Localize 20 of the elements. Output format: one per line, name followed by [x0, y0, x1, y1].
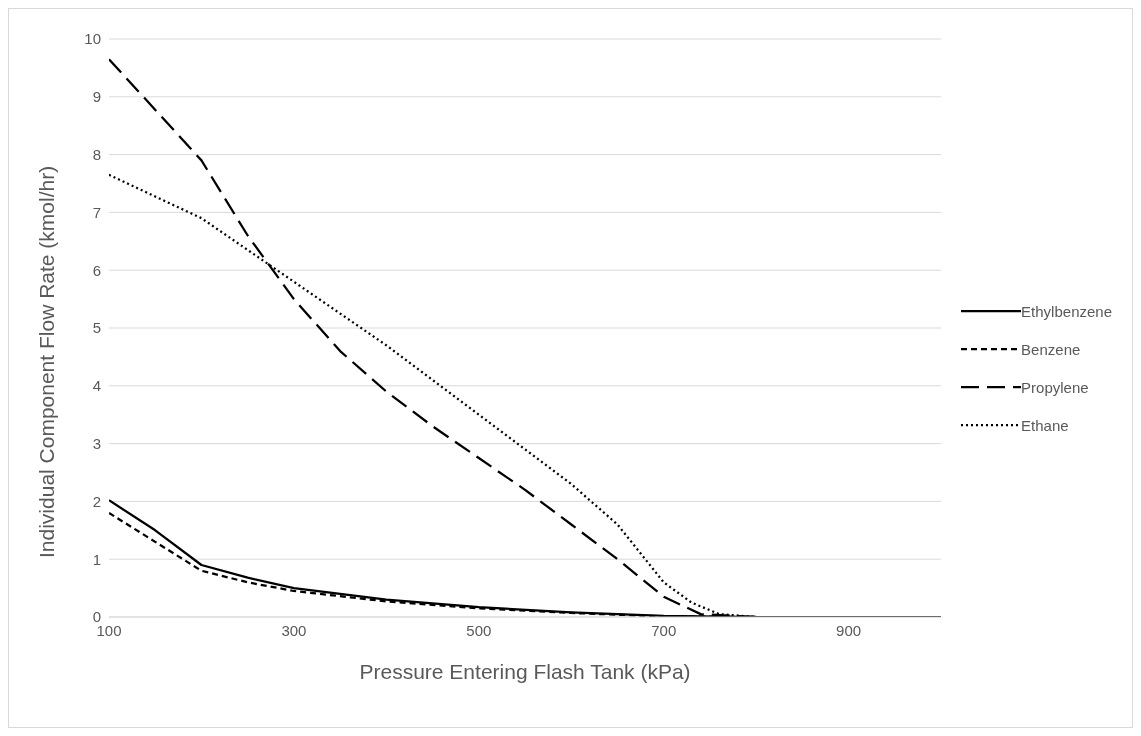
legend-label: Ethylbenzene [1021, 302, 1112, 320]
y-tick-label: 1 [92, 550, 101, 568]
y-tick-label: 5 [92, 319, 101, 337]
legend-label: Ethane [1021, 416, 1069, 434]
x-tick-label: 300 [281, 621, 307, 639]
y-tick-label: 8 [92, 145, 101, 163]
x-tick-label: 500 [466, 621, 492, 639]
y-tick-label: 2 [92, 492, 101, 510]
x-tick-label: 700 [651, 621, 677, 639]
y-tick-label: 3 [92, 434, 101, 452]
legend-label: Propylene [1021, 378, 1089, 396]
y-tick-label: 9 [92, 88, 101, 106]
y-axis-title: Individual Component Flow Rate (kmol/hr) [35, 165, 59, 558]
x-axis-title: Pressure Entering Flash Tank (kPa) [359, 660, 691, 683]
x-tick-label: 900 [836, 621, 862, 639]
y-tick-label: 6 [92, 261, 101, 279]
y-tick-label: 4 [92, 377, 101, 395]
legend-label: Benzene [1021, 340, 1081, 358]
y-tick-label: 10 [84, 30, 101, 48]
y-tick-label: 7 [92, 203, 101, 221]
